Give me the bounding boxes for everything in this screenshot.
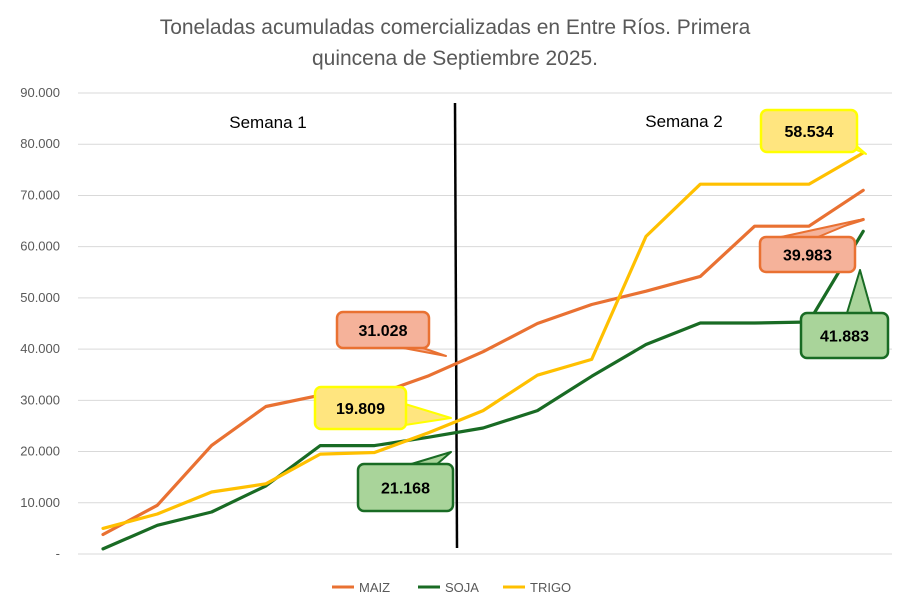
callout-box	[799, 311, 890, 360]
series-line-maiz	[101, 188, 865, 537]
y-tick-label: 90.000	[20, 85, 60, 100]
legend-label: TRIGO	[530, 580, 571, 595]
callout-box	[313, 385, 408, 431]
callout-box	[356, 462, 455, 513]
callout-pointer	[846, 269, 873, 314]
callout-pointer	[404, 403, 452, 426]
callout-label: 58.534	[785, 124, 834, 141]
annotation-semana-1: Semana 1	[229, 113, 307, 132]
series-layer	[101, 151, 865, 551]
y-tick-label: 50.000	[20, 290, 60, 305]
callout-trigo: 19.809	[313, 385, 452, 431]
y-tick-label: 30.000	[20, 392, 60, 407]
legend-item-trigo: TRIGO	[503, 580, 571, 595]
y-tick-label: 10.000	[20, 495, 60, 510]
y-tick-label: 40.000	[20, 341, 60, 356]
y-tick-label: 70.000	[20, 187, 60, 202]
chart-title-line-1: Toneladas acumuladas comercializadas en …	[160, 16, 751, 39]
callout-pointer	[780, 219, 860, 238]
y-axis-ticks: - 10.000 20.000 30.000 40.000 50.000 60.000 70.…	[20, 85, 60, 561]
callout-trigo: 58.534	[759, 108, 867, 155]
annotation-semana-2: Semana 2	[645, 112, 723, 131]
y-tick-label: -	[56, 546, 60, 561]
series-line-trigo	[101, 151, 865, 531]
callout-box	[335, 310, 431, 350]
legend-item-soja: SOJA	[418, 580, 479, 595]
callout-box	[758, 235, 857, 274]
callout-soja: 41.883	[799, 269, 890, 360]
legend-item-maiz: MAIZ	[332, 580, 390, 595]
y-tick-label: 20.000	[20, 444, 60, 459]
chart-title-line-2: quincena de Septiembre 2025.	[312, 47, 598, 70]
callout-label: 31.028	[359, 323, 408, 340]
callout-label: 21.168	[381, 481, 430, 498]
callout-label: 19.809	[336, 401, 385, 418]
callout-label: 39.983	[783, 248, 832, 265]
callout-box	[759, 108, 859, 154]
callout-maiz: 39.983	[758, 219, 860, 274]
series-line-soja	[101, 229, 865, 551]
y-tick-label: 80.000	[20, 136, 60, 151]
week-divider-line	[453, 102, 459, 549]
callout-label: 41.883	[820, 329, 869, 346]
y-tick-label: 60.000	[20, 239, 60, 254]
legend-label: MAIZ	[359, 580, 390, 595]
callout-maiz: 31.028	[335, 310, 447, 357]
legend-label: SOJA	[445, 580, 479, 595]
legend: MAIZ SOJA TRIGO	[332, 580, 571, 595]
callout-layer: 31.028 19.809 21.168 58.534 39.983 41.883	[313, 108, 890, 513]
callout-soja: 21.168	[356, 451, 455, 513]
